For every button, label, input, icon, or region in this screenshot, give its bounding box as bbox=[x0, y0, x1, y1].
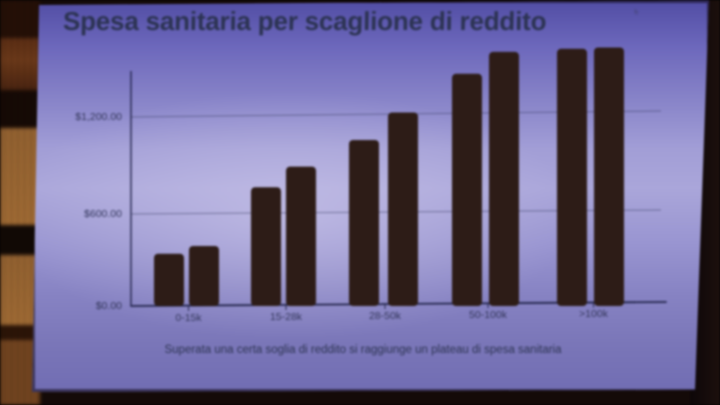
svg-text:28-50k: 28-50k bbox=[369, 310, 402, 322]
svg-text:0-15k: 0-15k bbox=[175, 312, 202, 324]
svg-text:$0.00: $0.00 bbox=[96, 300, 122, 312]
svg-text:$600.00: $600.00 bbox=[84, 208, 122, 220]
svg-text:50-100k: 50-100k bbox=[469, 309, 508, 321]
svg-text:15-28k: 15-28k bbox=[270, 311, 303, 323]
svg-text:>100k: >100k bbox=[579, 308, 609, 320]
svg-text:$1,200.00: $1,200.00 bbox=[75, 111, 122, 123]
